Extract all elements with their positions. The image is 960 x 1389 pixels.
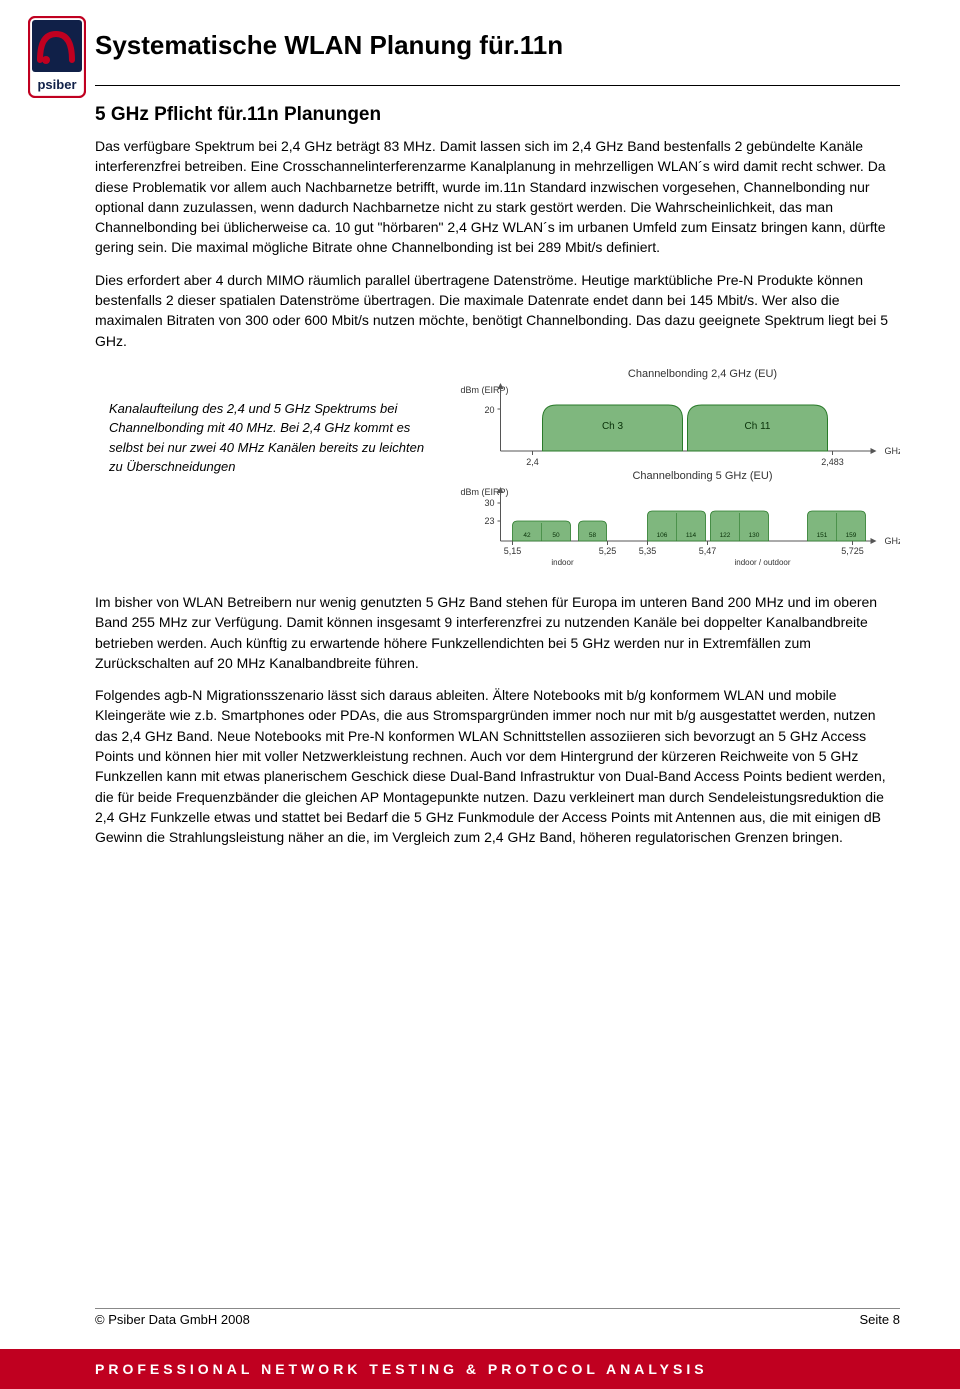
body-paragraph: Folgendes agb-N Migrationsszenario lässt… [95,685,900,847]
svg-text:23: 23 [484,516,494,526]
svg-text:5,15: 5,15 [504,546,522,556]
section-heading: 5 GHz Pflicht für.11n Planungen [95,104,900,126]
svg-text:5,25: 5,25 [599,546,617,556]
banner-text: PROFESSIONAL NETWORK TESTING & PROTOCOL … [95,1361,708,1377]
svg-text:Ch 3: Ch 3 [602,421,624,432]
svg-text:30: 30 [484,498,494,508]
svg-text:Channelbonding 2,4 GHz (EU): Channelbonding 2,4 GHz (EU) [628,368,777,380]
svg-text:130: 130 [749,532,760,539]
svg-text:106: 106 [657,532,668,539]
svg-text:5,47: 5,47 [699,546,717,556]
body-paragraph: Dies erfordert aber 4 durch MIMO räumlic… [95,270,900,351]
page-title: Systematische WLAN Planung für.11n [95,30,900,61]
svg-text:psiber: psiber [37,77,76,92]
svg-text:159: 159 [846,532,857,539]
svg-text:Ch 11: Ch 11 [745,421,771,432]
svg-text:2,483: 2,483 [821,457,844,467]
svg-text:58: 58 [589,532,597,539]
svg-text:2,4: 2,4 [526,457,539,467]
svg-text:42: 42 [523,532,531,539]
svg-text:5,725: 5,725 [841,546,864,556]
body-paragraph: Im bisher von WLAN Betreibern nur wenig … [95,592,900,673]
svg-text:Channelbonding 5 GHz (EU): Channelbonding 5 GHz (EU) [632,470,772,482]
body-paragraph: Das verfügbare Spektrum bei 2,4 GHz betr… [95,136,900,258]
svg-text:GHz: GHz [885,536,901,546]
page-footer: © Psiber Data GmbH 2008 Seite 8 [95,1308,900,1327]
copyright: © Psiber Data GmbH 2008 [95,1312,250,1327]
svg-text:50: 50 [552,532,560,539]
svg-text:indoor / outdoor: indoor / outdoor [734,558,790,567]
svg-text:20: 20 [484,405,494,415]
page-number: Seite 8 [860,1312,901,1327]
psiber-logo: psiber [28,16,86,98]
title-divider [95,85,900,86]
spectrum-chart: Channelbonding 2,4 GHz (EU)dBm (EIRP)20G… [445,363,900,574]
footer-banner: PROFESSIONAL NETWORK TESTING & PROTOCOL … [0,1349,960,1389]
svg-text:GHz: GHz [885,446,901,456]
svg-text:indoor: indoor [551,558,574,567]
channelbonding-chart: Channelbonding 2,4 GHz (EU)dBm (EIRP)20G… [445,363,900,569]
svg-text:114: 114 [686,532,697,539]
svg-text:151: 151 [817,532,828,539]
svg-text:122: 122 [720,532,731,539]
figure-row: Kanalaufteilung des 2,4 und 5 GHz Spektr… [95,363,900,574]
svg-text:5,35: 5,35 [639,546,657,556]
figure-caption: Kanalaufteilung des 2,4 und 5 GHz Spektr… [95,363,425,477]
document-page: psiber Systematische WLAN Planung für.11… [0,0,960,1389]
